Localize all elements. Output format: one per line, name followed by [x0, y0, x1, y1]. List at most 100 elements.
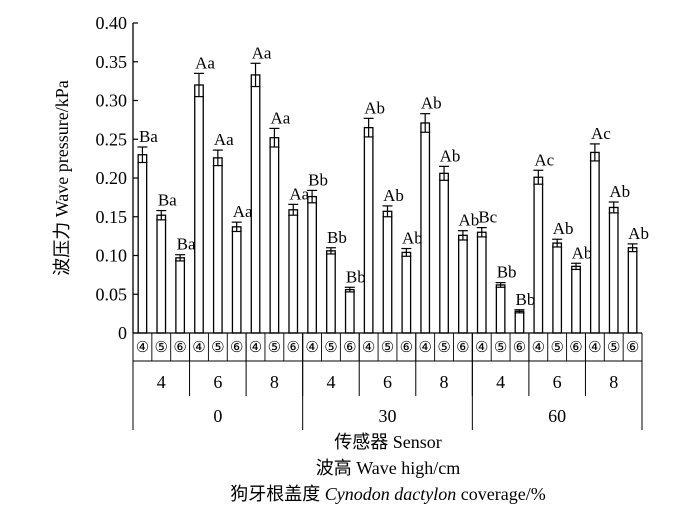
bar-significance-label: Bb — [327, 228, 347, 247]
bar — [344, 288, 355, 334]
bar — [194, 84, 204, 334]
y-tick-label: 0.20 — [96, 168, 128, 188]
bar — [514, 310, 525, 334]
y-tick-label: 0.35 — [96, 52, 128, 72]
y-tick-label: 0 — [118, 323, 127, 343]
y-tick-label: 0.15 — [96, 207, 128, 227]
bar — [363, 126, 374, 334]
coverage-label: 0 — [213, 406, 222, 426]
bar — [589, 151, 600, 334]
y-tick-label: 0.40 — [96, 13, 128, 33]
y-tick-label: 0.05 — [96, 284, 128, 304]
bar-significance-label: Ab — [609, 182, 630, 201]
sensor-label: ⑥ — [287, 340, 300, 356]
bar-significance-label: Ac — [591, 124, 611, 143]
sensor-label: ⑤ — [381, 340, 394, 356]
bar-significance-label: Ab — [421, 94, 442, 113]
bar-significance-label: Aa — [195, 53, 215, 72]
sensor-label: ⑤ — [268, 340, 281, 356]
x-axis-title-sensor: 传感器 Sensor — [334, 432, 442, 452]
bar-significance-label: Ba — [139, 127, 158, 146]
bar-significance-label: Aa — [270, 108, 290, 127]
bar-significance-label: Aa — [289, 184, 309, 203]
sensor-label: ⑥ — [456, 340, 469, 356]
bar — [495, 284, 506, 334]
bar — [288, 209, 299, 334]
sensor-label: ⑤ — [211, 340, 224, 356]
sensor-label: ④ — [475, 340, 488, 356]
bar-significance-label: Ab — [628, 224, 649, 243]
bar — [401, 251, 412, 334]
sensor-label: ④ — [588, 340, 601, 356]
y-tick-label: 0.10 — [96, 246, 128, 266]
bar-significance-label: Bb — [308, 170, 328, 189]
wave-height-label: 6 — [553, 372, 562, 392]
bar-significance-label: Ab — [553, 219, 574, 238]
bar — [608, 206, 619, 334]
y-tick-label: 0.25 — [96, 129, 128, 149]
wave-height-label: 8 — [270, 372, 279, 392]
bar — [552, 242, 563, 334]
sensor-label: ⑤ — [494, 340, 507, 356]
bar-significance-label: Ab — [402, 229, 423, 248]
bar — [231, 226, 242, 334]
sensor-label: ⑤ — [437, 340, 450, 356]
wave-height-label: 4 — [326, 372, 335, 392]
sensor-label: ⑥ — [400, 340, 413, 356]
sensor-label: ⑥ — [230, 340, 243, 356]
wave-height-label: 8 — [609, 372, 618, 392]
sensor-label: ④ — [136, 340, 149, 356]
sensor-label: ④ — [532, 340, 545, 356]
coverage-label: 30 — [379, 406, 397, 426]
bar-significance-label: Ba — [158, 191, 177, 210]
sensor-label: ⑤ — [607, 340, 620, 356]
bar-significance-label: Ab — [459, 211, 480, 230]
sensor-label: ⑤ — [155, 340, 168, 356]
bar — [439, 172, 449, 334]
sensor-label: ⑥ — [626, 340, 639, 356]
y-axis-title: 波压力 Wave pressure/kPa — [52, 80, 72, 276]
bar — [627, 247, 638, 334]
bar — [269, 137, 280, 334]
sensor-label: ⑤ — [550, 340, 563, 356]
x-axis-title-coverage: 狗牙根盖度 Cynodon dactylon coverage/% — [230, 484, 545, 504]
bar — [212, 157, 223, 334]
sensor-label: ⑤ — [324, 340, 337, 356]
bar-significance-label: Ab — [572, 243, 593, 262]
sensor-label: ④ — [192, 340, 205, 356]
bar — [137, 154, 148, 334]
bar — [382, 210, 393, 334]
bar — [420, 122, 431, 334]
coverage-label: 60 — [548, 406, 566, 426]
wave-height-label: 6 — [383, 372, 392, 392]
bar-significance-label: Ba — [177, 235, 196, 254]
y-axis: 0 0.05 0.10 0.15 0.20 0.25 0.30 0.35 0.40 — [96, 13, 138, 343]
bar-significance-label: Aa — [214, 130, 234, 149]
wave-height-label: 8 — [440, 372, 449, 392]
bar-significance-label: Bb — [516, 290, 536, 309]
bar-significance-label: Bc — [478, 208, 497, 227]
bar — [476, 231, 487, 334]
sensor-label: ⑥ — [173, 340, 186, 356]
bar-significance-label: Ac — [534, 150, 554, 169]
bar-significance-label: Aa — [252, 43, 272, 62]
bar — [307, 195, 317, 334]
sensor-label: ④ — [418, 340, 431, 356]
bar — [533, 176, 544, 334]
sensor-label: ⑥ — [513, 340, 526, 356]
bar-significance-label: Bb — [497, 263, 517, 282]
wave-height-label: 4 — [496, 372, 505, 392]
wave-height-label: 6 — [213, 372, 222, 392]
bar — [175, 257, 186, 334]
bar — [156, 214, 167, 334]
sensor-label: ⑥ — [343, 340, 356, 356]
wave-height-label: 4 — [157, 372, 166, 392]
sensor-label: ④ — [249, 340, 262, 356]
bar — [326, 250, 336, 334]
bar-significance-label: Bb — [346, 267, 366, 286]
bar — [250, 74, 261, 334]
sensor-label: ④ — [362, 340, 375, 356]
